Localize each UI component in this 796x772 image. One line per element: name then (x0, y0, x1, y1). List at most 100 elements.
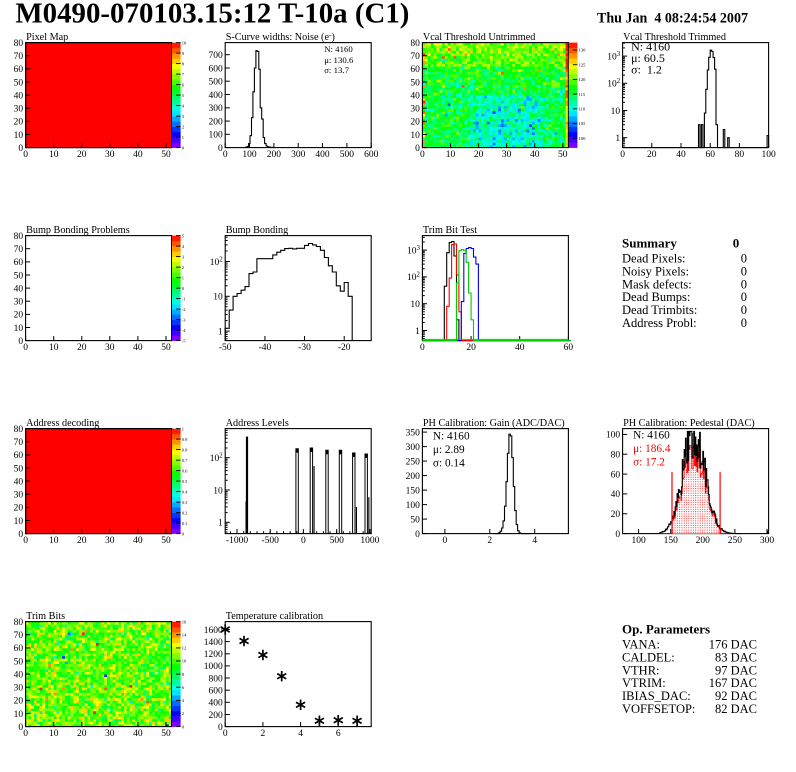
svg-text:0.9: 0.9 (182, 437, 188, 442)
svg-text:10: 10 (14, 324, 24, 334)
svg-text:50: 50 (161, 536, 171, 546)
svg-text:40: 40 (14, 284, 24, 294)
svg-text:1000: 1000 (360, 536, 379, 546)
svg-text:Dead Bumps:: Dead Bumps: (622, 290, 690, 304)
svg-text:10: 10 (49, 729, 59, 739)
svg-text:40: 40 (133, 729, 143, 739)
svg-text:Summary: Summary (622, 236, 677, 251)
svg-text:0: 0 (741, 290, 747, 304)
svg-text:-50: -50 (219, 343, 232, 353)
svg-text:200: 200 (267, 150, 282, 160)
svg-text:100: 100 (208, 131, 223, 141)
svg-text:20: 20 (474, 150, 484, 160)
svg-text:80: 80 (14, 618, 24, 628)
svg-text:20: 20 (410, 118, 420, 128)
svg-text:VOFFSETOP:: VOFFSETOP: (622, 702, 695, 716)
svg-text:16: 16 (182, 619, 187, 624)
svg-text:80: 80 (735, 150, 745, 160)
svg-text:103: 103 (607, 51, 621, 63)
svg-text:600: 600 (364, 150, 379, 160)
svg-text:0: 0 (182, 145, 185, 150)
svg-text:0.3: 0.3 (182, 500, 188, 505)
svg-text:0.2: 0.2 (182, 510, 188, 515)
svg-text:Op. Parameters: Op. Parameters (622, 622, 710, 637)
svg-text:-20: -20 (338, 343, 351, 353)
svg-text:30: 30 (410, 105, 420, 115)
svg-text:70: 70 (14, 245, 24, 255)
svg-text:70: 70 (410, 52, 420, 62)
svg-text:-1000: -1000 (226, 536, 248, 546)
svg-text:100: 100 (242, 150, 257, 160)
svg-text:50: 50 (410, 515, 420, 525)
svg-text:0: 0 (218, 723, 223, 733)
svg-text:4: 4 (182, 103, 185, 108)
svg-text:60: 60 (564, 343, 574, 353)
svg-text:50: 50 (14, 78, 24, 88)
svg-text:30: 30 (105, 343, 115, 353)
svg-text:0.5: 0.5 (182, 479, 188, 484)
svg-text:0: 0 (741, 252, 747, 266)
svg-text:40: 40 (530, 150, 540, 160)
svg-text:N: 4160: N: 4160 (324, 44, 353, 54)
svg-text:10: 10 (49, 150, 59, 160)
svg-text:2: 2 (182, 711, 184, 716)
svg-text:IBIAS_DAC:: IBIAS_DAC: (622, 689, 691, 703)
svg-text:3: 3 (182, 254, 185, 259)
svg-text:60: 60 (14, 451, 24, 461)
svg-text:0: 0 (182, 286, 185, 291)
svg-text:0: 0 (301, 536, 306, 546)
svg-text:400: 400 (208, 699, 223, 709)
svg-text:1600: 1600 (204, 626, 223, 636)
svg-text:10: 10 (410, 131, 420, 141)
svg-text:20: 20 (77, 150, 87, 160)
svg-text:Bump Bonding: Bump Bonding (226, 225, 289, 236)
svg-text:1000: 1000 (204, 662, 223, 672)
svg-text:82 DAC: 82 DAC (715, 702, 757, 716)
svg-text:40: 40 (133, 536, 143, 546)
svg-text:0: 0 (18, 144, 23, 154)
svg-text:μ: 2.89: μ: 2.89 (433, 444, 465, 456)
svg-text:Thu Jan 4 08:24:54 2007: Thu Jan 4 08:24:54 2007 (597, 10, 748, 26)
svg-text:Bump Bonding Problems: Bump Bonding Problems (26, 225, 130, 236)
svg-text:20: 20 (14, 311, 24, 321)
svg-text:0: 0 (182, 531, 185, 536)
svg-text:200: 200 (406, 472, 421, 482)
svg-text:40: 40 (515, 343, 525, 353)
svg-text:4: 4 (182, 698, 185, 703)
svg-text:1: 1 (615, 134, 620, 144)
svg-text:1200: 1200 (204, 650, 223, 660)
svg-text:30: 30 (14, 298, 24, 308)
svg-text:400: 400 (315, 150, 330, 160)
svg-text:N: 4160: N: 4160 (631, 40, 670, 54)
svg-text:Vcal Threshold Trimmed: Vcal Threshold Trimmed (623, 32, 726, 43)
svg-text:60: 60 (611, 470, 621, 480)
svg-text:500: 500 (340, 150, 355, 160)
svg-text:6: 6 (182, 82, 185, 87)
svg-text:250: 250 (406, 457, 421, 467)
svg-text:PH Calibration: Pedestal (DAC): PH Calibration: Pedestal (DAC) (623, 418, 755, 429)
svg-text:Pixel Map: Pixel Map (26, 32, 68, 43)
svg-text:9: 9 (182, 51, 185, 56)
svg-text:80: 80 (14, 425, 24, 435)
svg-text:1: 1 (182, 135, 184, 140)
svg-text:20: 20 (77, 536, 87, 546)
svg-text:40: 40 (14, 477, 24, 487)
svg-text:0: 0 (218, 144, 223, 154)
svg-text:30: 30 (14, 491, 24, 501)
svg-text:7: 7 (182, 72, 185, 77)
svg-text:σ: 13.7: σ: 13.7 (324, 65, 349, 75)
svg-text:120: 120 (579, 77, 587, 82)
svg-text:50: 50 (161, 343, 171, 353)
svg-text:50: 50 (161, 150, 171, 160)
svg-text:0: 0 (18, 723, 23, 733)
svg-text:50: 50 (14, 657, 24, 667)
svg-text:30: 30 (105, 536, 115, 546)
svg-text:0: 0 (733, 236, 740, 251)
svg-text:1: 1 (218, 519, 223, 529)
svg-text:80: 80 (410, 39, 420, 49)
svg-text:4: 4 (298, 729, 303, 739)
svg-text:Address decoding: Address decoding (26, 418, 99, 429)
svg-text:14: 14 (182, 632, 187, 637)
svg-text:0: 0 (182, 724, 185, 729)
svg-text:800: 800 (208, 674, 223, 684)
